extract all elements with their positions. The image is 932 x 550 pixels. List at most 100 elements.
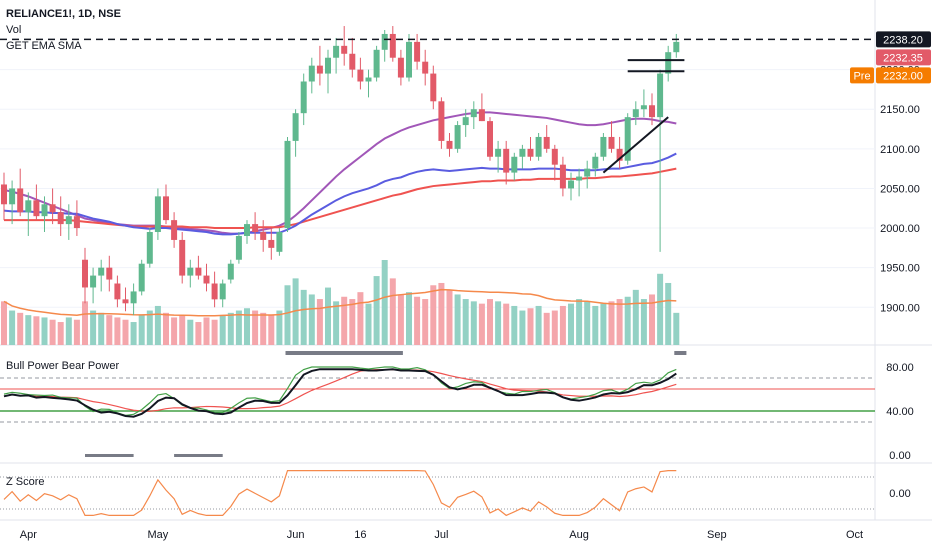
candle-body <box>487 121 493 157</box>
candle-body <box>122 299 129 304</box>
volume-bar <box>454 294 461 345</box>
volume-bar <box>624 296 631 345</box>
volume-bar <box>252 310 259 345</box>
candle-body <box>454 125 461 149</box>
candle-body <box>187 267 194 276</box>
volume-bar <box>65 317 72 345</box>
bull-bear-legend: Bull Power Bear Power <box>6 358 119 374</box>
volume-bar <box>260 312 267 345</box>
candle-body <box>284 140 291 229</box>
volume-bar <box>244 308 250 345</box>
volume-bar <box>551 310 558 345</box>
candle-body <box>519 148 526 157</box>
current-price-tag-bg <box>876 49 931 66</box>
volume-bar <box>146 310 153 345</box>
volume-ma-line <box>3 288 677 317</box>
volume-bar <box>478 303 485 345</box>
volume-bar <box>568 303 574 345</box>
volume-bar <box>333 301 340 345</box>
volume-bar <box>49 319 56 345</box>
pre-label: Pre <box>853 70 870 82</box>
candle-body <box>252 224 259 233</box>
volume-bar <box>90 310 97 345</box>
volume-bar <box>211 319 218 345</box>
volume-bar <box>98 312 105 345</box>
price-tick-label: 2150.00 <box>880 104 920 116</box>
volume-bar <box>559 305 566 345</box>
candle-body <box>333 45 340 58</box>
volume-bar <box>154 305 161 345</box>
volume-bar <box>163 312 169 345</box>
candle-body <box>422 61 429 74</box>
bull-power-line <box>3 366 677 417</box>
candle-body <box>357 69 364 82</box>
candle-body <box>616 148 623 161</box>
candle-body <box>25 200 32 213</box>
price-tick-label: 2050.00 <box>880 183 920 195</box>
volume-bar <box>9 310 16 345</box>
volume-bar <box>41 317 48 345</box>
volume-bar <box>503 303 510 345</box>
volume-bar <box>316 299 323 345</box>
trend-line <box>602 116 669 174</box>
candle-body <box>462 117 469 126</box>
volume-bar <box>284 285 291 345</box>
candle-body <box>649 105 655 118</box>
volume-bar <box>406 292 412 345</box>
volume-bar <box>268 315 275 345</box>
symbol-title: RELIANCE1!, 1D, NSE <box>6 8 121 20</box>
volume-bar <box>130 322 137 345</box>
volume-bar <box>470 301 477 345</box>
volume-bar <box>381 260 388 345</box>
candle-body <box>219 283 226 300</box>
zscore-title: Z Score <box>6 476 45 488</box>
volume-bar <box>106 315 113 345</box>
candle-body <box>235 235 242 260</box>
volume-bar <box>535 305 542 345</box>
volume-bar <box>389 278 396 345</box>
time-tick-label: Oct <box>846 529 863 541</box>
candle-body <box>90 275 97 288</box>
candle-body <box>195 267 202 276</box>
volume-bar <box>227 312 234 345</box>
legend: RELIANCE1!, 1D, NSE Vol GET EMA SMA <box>6 6 121 54</box>
bear-power-line <box>3 368 677 418</box>
volume-bar <box>308 294 315 345</box>
signal-marker <box>285 351 347 355</box>
candle-body <box>138 263 145 292</box>
candle-body <box>349 53 356 70</box>
candle-body <box>244 224 250 236</box>
candle-body <box>381 33 388 50</box>
volume-bar <box>592 305 599 345</box>
candle-body <box>292 113 299 141</box>
volume-bar <box>649 294 655 345</box>
price-tick-label: 1950.00 <box>880 263 920 275</box>
time-tick-label: May <box>148 529 169 541</box>
candle-body <box>65 216 72 225</box>
candle-body <box>130 291 137 304</box>
volume-bar <box>373 276 380 345</box>
sma-line <box>3 111 677 235</box>
volume-bar <box>292 278 299 345</box>
volume-bar <box>584 301 591 345</box>
candle-body <box>584 168 591 177</box>
volume-bar <box>438 282 445 345</box>
candle-body <box>665 52 672 74</box>
candle-body <box>438 101 445 141</box>
last-price-tag: 2238.20 <box>883 34 923 46</box>
candle-body <box>576 176 583 181</box>
candle-body <box>341 45 348 54</box>
candle-body <box>146 232 153 264</box>
candle-body <box>171 220 178 240</box>
time-tick-label: Jun <box>287 529 305 541</box>
candle-body <box>503 148 510 173</box>
volume-bar <box>33 316 40 345</box>
candle-body <box>163 196 169 221</box>
volume-bar <box>446 289 453 345</box>
volume-bar <box>25 315 32 345</box>
volume-bar <box>349 299 356 345</box>
volume-bar <box>422 299 429 345</box>
candle-body <box>624 117 631 161</box>
candle-body <box>551 148 558 165</box>
